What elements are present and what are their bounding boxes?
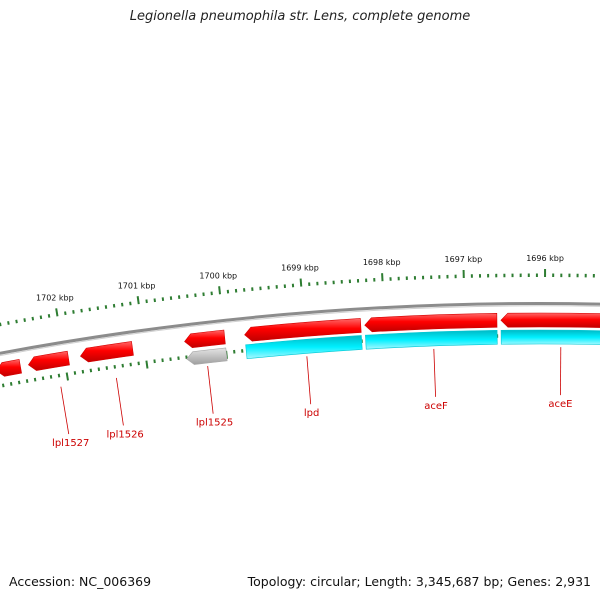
gene-arrow-reverse — [500, 329, 600, 345]
gene-name-label: aceF — [424, 401, 448, 412]
map-title: Legionella pneumophila str. Lens, comple… — [129, 9, 471, 24]
minor-tick — [39, 315, 43, 320]
label-leader-line — [433, 348, 436, 397]
minor-tick — [113, 364, 117, 369]
major-tick — [65, 372, 69, 381]
major-tick — [218, 286, 221, 295]
scale-tick-label: 1697 kbp — [445, 255, 483, 264]
backbone-arc — [0, 302, 600, 355]
gene-name-label: lpd — [304, 408, 319, 419]
minor-tick — [96, 306, 100, 311]
minor-tick — [105, 366, 109, 370]
minor-tick — [33, 377, 37, 382]
label-leader-line — [116, 377, 124, 426]
genome-backbone — [0, 302, 600, 357]
label-leader-line — [207, 365, 214, 414]
minor-tick — [88, 307, 91, 312]
gene-arrow-reverse — [365, 330, 498, 350]
scale-labels: 1702 kbp 1701 kbp 1700 kbp 1699 kbp 1698 kbp… — [36, 254, 564, 303]
minor-tick — [49, 375, 53, 379]
major-tick — [299, 278, 303, 287]
minor-tick — [72, 310, 75, 314]
minor-tick — [47, 314, 51, 318]
label-leader-line — [306, 356, 312, 405]
gene-arrow-reverse — [245, 335, 363, 360]
minor-tick — [7, 321, 10, 325]
scale-tick-label: 1700 kbp — [199, 271, 237, 280]
gene-labels: lpl1527 lpl1526 lpl1525 lpd aceF aceE — [52, 347, 572, 449]
gene-name-label: lpl1525 — [196, 418, 233, 429]
gene-arrow-forward — [244, 318, 362, 342]
gene-arrow-forward — [0, 359, 22, 377]
gene-arrow-forward — [500, 312, 600, 328]
minor-tick — [80, 308, 83, 313]
gene-arrow-other — [186, 347, 228, 365]
minor-tick — [104, 305, 108, 309]
gene-arrow-forward — [364, 313, 498, 333]
topology-summary: Topology: circular; Length: 3,345,687 bp… — [247, 574, 591, 589]
major-tick — [136, 296, 140, 305]
backbone-arc — [0, 305, 600, 357]
minor-tick — [15, 319, 18, 324]
label-leader-line — [60, 386, 70, 435]
minor-tick — [41, 376, 45, 381]
minor-tick — [0, 322, 2, 327]
minor-tick — [17, 380, 21, 385]
minor-tick — [1, 383, 5, 388]
minor-tick — [25, 379, 29, 383]
minor-tick — [23, 318, 26, 322]
gene-name-label: lpl1527 — [52, 438, 89, 449]
accession-text: Accession: NC_006369 — [9, 574, 152, 589]
major-tick — [145, 360, 149, 369]
minor-tick — [64, 311, 67, 316]
minor-tick — [9, 382, 13, 386]
minor-tick — [97, 367, 101, 372]
minor-tick — [89, 368, 93, 373]
minor-tick — [31, 316, 35, 321]
gene-name-label: aceE — [548, 399, 572, 410]
outer-tick-ring — [0, 268, 595, 327]
scale-tick-label: 1702 kbp — [36, 294, 74, 303]
minor-tick — [57, 373, 61, 378]
gene-arrow-forward — [80, 341, 134, 363]
gene-name-label: lpl1526 — [106, 429, 143, 440]
scale-tick-label: 1696 kbp — [526, 254, 564, 263]
gene-features — [0, 312, 600, 377]
gene-arrow-forward — [184, 329, 226, 348]
minor-tick — [81, 369, 85, 374]
scale-tick-label: 1699 kbp — [281, 264, 319, 273]
minor-tick — [121, 363, 124, 368]
gene-arrow-forward — [27, 350, 70, 371]
scale-tick-label: 1698 kbp — [363, 258, 401, 267]
scale-tick-label: 1701 kbp — [118, 281, 156, 290]
major-tick — [55, 308, 59, 317]
minor-tick — [73, 371, 77, 375]
